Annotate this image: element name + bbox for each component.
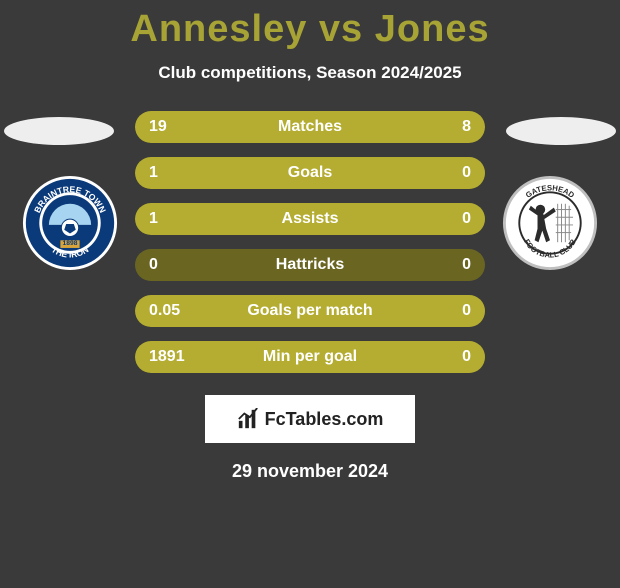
subtitle: Club competitions, Season 2024/2025 (0, 63, 620, 83)
left-club-crest: 1898 BRAINTREE TOWN THE IRON (22, 175, 118, 271)
brand-badge[interactable]: FcTables.com (205, 395, 415, 443)
stat-value-left: 1891 (149, 348, 185, 366)
brand-chart-icon (237, 408, 259, 430)
stat-value-left: 19 (149, 118, 167, 136)
stat-label: Min per goal (263, 348, 357, 366)
stat-label: Goals (288, 164, 332, 182)
stat-value-right: 8 (462, 118, 471, 136)
player-left-name: Annesley (130, 8, 307, 50)
stat-value-left: 0.05 (149, 302, 180, 320)
stat-value-left: 1 (149, 210, 158, 228)
stat-row: 0 Hattricks 0 (135, 249, 485, 281)
comparison-panel: 1898 BRAINTREE TOWN THE IRON (0, 111, 620, 482)
crest-left-year: 1898 (63, 240, 78, 247)
stat-value-right: 0 (462, 348, 471, 366)
right-player-photo-placeholder (506, 117, 616, 145)
right-club-crest: GATESHEAD FOOTBALL CLUB (502, 175, 598, 271)
stat-row: 1891 Min per goal 0 (135, 341, 485, 373)
stat-label: Goals per match (247, 302, 372, 320)
stat-row: 1 Goals 0 (135, 157, 485, 189)
stat-value-left: 1 (149, 164, 158, 182)
page-title: Annesley vs Jones (0, 8, 620, 51)
stat-value-left: 0 (149, 256, 158, 274)
stat-fill-left (135, 111, 380, 143)
stat-value-right: 0 (462, 256, 471, 274)
vs-text: vs (319, 8, 363, 50)
stat-row: 19 Matches 8 (135, 111, 485, 143)
stat-row: 1 Assists 0 (135, 203, 485, 235)
brand-text: FcTables.com (265, 409, 384, 430)
stat-value-right: 0 (462, 210, 471, 228)
stat-value-right: 0 (462, 164, 471, 182)
stats-list: 19Matches81Goals01Assists00Hattricks00.0… (135, 111, 485, 373)
stat-row: 0.05 Goals per match 0 (135, 295, 485, 327)
stat-label: Hattricks (276, 256, 344, 274)
stat-value-right: 0 (462, 302, 471, 320)
player-right-name: Jones (375, 8, 490, 50)
left-player-photo-placeholder (4, 117, 114, 145)
stat-label: Matches (278, 118, 342, 136)
stat-label: Assists (282, 210, 339, 228)
footer-date: 29 november 2024 (0, 461, 620, 482)
